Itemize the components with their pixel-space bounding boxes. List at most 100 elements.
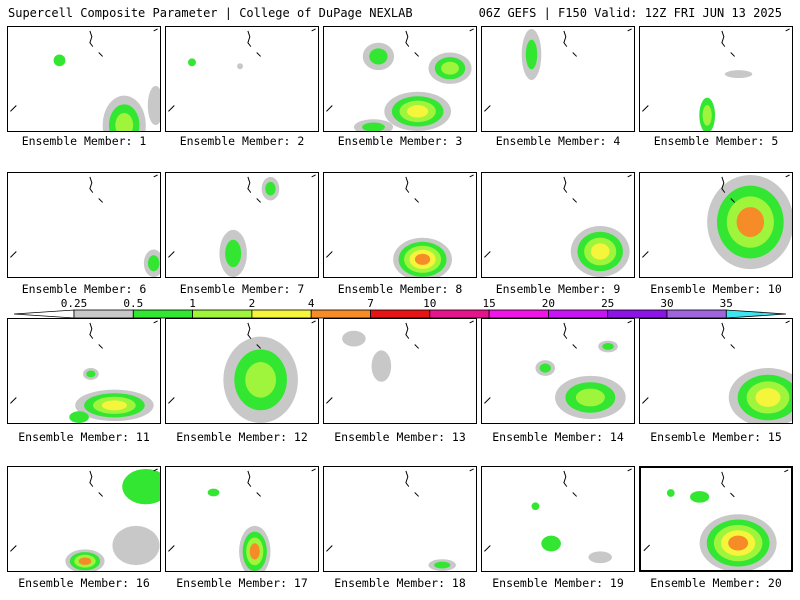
sc-parameter-map: [642, 320, 792, 423]
colorbar-segment: [73, 309, 134, 319]
ensemble-member-caption: Ensemble Member: 19: [492, 576, 624, 590]
colorbar-tick-label: 4: [307, 297, 315, 310]
contour-green: [86, 370, 96, 378]
ensemble-member-panel-8[interactable]: [323, 172, 477, 278]
contour-yellow: [590, 243, 610, 260]
ensemble-member-panel-17[interactable]: [165, 466, 319, 572]
ensemble-member-panel-9[interactable]: [481, 172, 635, 278]
color-scale-bar: [13, 309, 787, 319]
ensemble-member-caption: Ensemble Member: 18: [334, 576, 466, 590]
colorbar-tick-label: 20: [541, 297, 556, 310]
coastline-outline: [326, 174, 474, 258]
coastline-outline: [642, 320, 790, 404]
sc-parameter-map: [10, 320, 158, 423]
ensemble-member-panel-12[interactable]: [165, 318, 319, 424]
ensemble-member-panel-1[interactable]: [7, 26, 161, 132]
coastline-outline: [10, 28, 158, 112]
ensemble-member-panel-6[interactable]: [7, 172, 161, 278]
ensemble-member-caption: Ensemble Member: 11: [18, 430, 150, 444]
contour-green: [539, 363, 551, 373]
contour-lightgreen: [245, 362, 276, 398]
ensemble-member-panel-16[interactable]: [7, 466, 161, 572]
ensemble-member-panel-3[interactable]: [323, 26, 477, 132]
contour-green: [434, 561, 451, 569]
contour-green: [541, 535, 561, 552]
ensemble-member-caption: Ensemble Member: 12: [176, 430, 308, 444]
colorbar-lower-arrow: [13, 309, 75, 319]
ensemble-member-panel-11[interactable]: [7, 318, 161, 424]
ensemble-member-caption: Ensemble Member: 14: [492, 430, 624, 444]
contour-green: [69, 411, 89, 423]
contour-orange: [736, 207, 765, 238]
coastline-outline: [10, 320, 158, 404]
contour-green: [147, 255, 160, 272]
coastline-outline: [10, 468, 158, 552]
ensemble-member-caption: Ensemble Member: 13: [334, 430, 466, 444]
ensemble-member-panel-18[interactable]: [323, 466, 477, 572]
ensemble-member-panel-5[interactable]: [639, 26, 793, 132]
contour-lightgreen: [702, 105, 712, 126]
sc-parameter-map: [484, 28, 632, 112]
ensemble-member-panel-15[interactable]: [639, 318, 793, 424]
contour-lightgreen: [575, 388, 605, 407]
colorbar-segment: [548, 309, 609, 319]
ensemble-member-panel-20[interactable]: [639, 466, 793, 572]
contour-orange: [728, 535, 749, 551]
colorbar-tick-label: 15: [482, 297, 496, 310]
ensemble-member-panel-2[interactable]: [165, 26, 319, 132]
coastline-outline: [642, 28, 790, 112]
contour-lightgreen: [441, 61, 459, 75]
contour-gray: [724, 70, 753, 79]
ensemble-member-caption: Ensemble Member: 7: [179, 282, 305, 296]
colorbar-segment: [666, 309, 727, 319]
contour-yellow: [101, 400, 127, 411]
coastline-outline: [168, 174, 316, 258]
colorbar-tick-label: 1: [189, 297, 196, 310]
sc-parameter-map: [484, 468, 632, 564]
contour-green: [265, 181, 276, 196]
colorbar-tick-label: 35: [719, 297, 733, 310]
colorbar-segment: [310, 309, 371, 319]
ensemble-member-panel-10[interactable]: [639, 172, 793, 278]
sc-parameter-map: [10, 28, 160, 131]
coastline-outline: [484, 468, 632, 552]
ensemble-member-panel-4[interactable]: [481, 26, 635, 132]
coastline-outline: [326, 28, 474, 112]
contour-orange: [78, 557, 92, 565]
ensemble-member-caption: Ensemble Member: 6: [21, 282, 147, 296]
sc-parameter-map: [326, 468, 474, 571]
sc-parameter-map: [642, 174, 792, 270]
sc-parameter-map: [10, 174, 160, 277]
ensemble-member-caption: Ensemble Member: 4: [495, 134, 621, 148]
sc-parameter-map: [168, 174, 316, 277]
ensemble-member-panel-14[interactable]: [481, 318, 635, 424]
sc-parameter-map: [10, 468, 160, 571]
ensemble-member-caption: Ensemble Member: 15: [650, 430, 782, 444]
ensemble-member-panel-19[interactable]: [481, 466, 635, 572]
colorbar-tick-label: 0.25: [60, 297, 88, 310]
contour-gray: [237, 63, 243, 70]
contour-gray: [588, 551, 612, 564]
colorbar-upper-arrow: [725, 309, 787, 319]
ensemble-member-caption: Ensemble Member: 2: [179, 134, 305, 148]
contour-green: [525, 39, 538, 70]
colorbar-tick-label: 10: [423, 297, 437, 310]
coastline-outline: [642, 174, 790, 258]
coastline-outline: [326, 468, 474, 552]
sc-parameter-map: [168, 468, 316, 571]
map-title: Supercell Composite Parameter | College …: [8, 6, 413, 20]
ensemble-member-panel-7[interactable]: [165, 172, 319, 278]
coastline-outline: [168, 320, 316, 404]
contour-gray: [371, 350, 392, 382]
contour-green: [602, 343, 614, 350]
contour-yellow: [755, 388, 781, 407]
colorbar-segment: [488, 309, 549, 319]
coastline-outline: [326, 320, 474, 404]
contour-lightgreen: [115, 112, 134, 131]
contour-yellow: [407, 105, 429, 118]
ensemble-member-caption: Ensemble Member: 17: [176, 576, 308, 590]
ensemble-member-panel-13[interactable]: [323, 318, 477, 424]
colorbar-segment: [192, 309, 253, 319]
sc-parameter-map: [168, 320, 316, 423]
contour-gray: [112, 525, 160, 566]
